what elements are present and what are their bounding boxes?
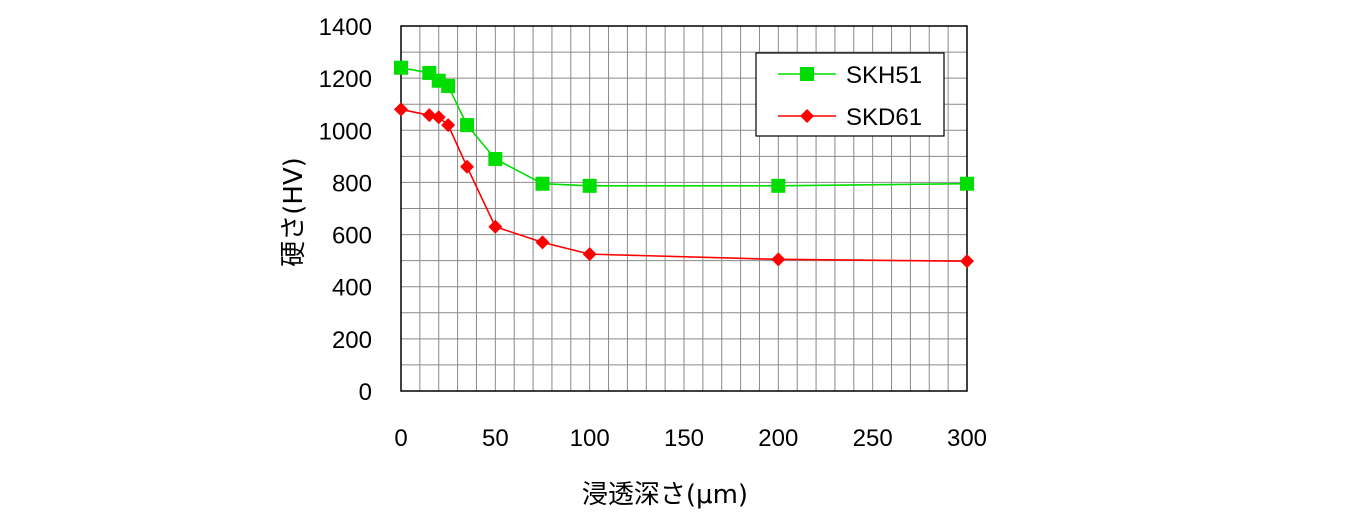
plot-frame: [400, 25, 968, 392]
data-point-diamond: [488, 219, 503, 234]
data-point-diamond: [394, 102, 408, 117]
y-tick-label: 1200: [319, 66, 372, 93]
data-point-square: [488, 151, 503, 166]
x-tick-label: 50: [482, 425, 509, 452]
data-point-square: [460, 118, 475, 133]
legend-label: SKH51: [846, 62, 922, 89]
data-point-diamond: [422, 108, 437, 123]
data-point-diamond: [431, 110, 446, 125]
data-point-diamond: [800, 109, 814, 123]
x-tick-label: 250: [853, 425, 893, 452]
data-point-diamond: [441, 118, 456, 133]
series-layer: [394, 60, 974, 269]
legend: SKH51 SKD61: [755, 52, 945, 137]
legend-item-skh51: SKH51: [778, 62, 922, 89]
legend-box: [755, 52, 945, 137]
data-point-square: [582, 178, 597, 193]
y-tick-label: 800: [332, 170, 372, 197]
data-point-diamond: [960, 254, 974, 269]
data-point-square: [960, 176, 974, 191]
data-point-diamond: [460, 159, 475, 174]
series-skh51: [394, 60, 974, 193]
y-tick-label: 400: [332, 275, 372, 302]
data-point-square: [535, 176, 550, 191]
data-point-diamond: [535, 235, 550, 250]
x-tick-label: 0: [394, 425, 407, 452]
data-point-square: [394, 60, 408, 75]
y-tick-label: 1400: [319, 14, 372, 41]
data-point-diamond: [582, 247, 597, 262]
y-axis-label: 硬さ(HV): [279, 157, 309, 267]
legend-label: SKD61: [846, 104, 922, 131]
y-tick-label: 600: [332, 223, 372, 250]
legend-item-skd61: SKD61: [778, 104, 922, 131]
series-skd61: [394, 102, 974, 269]
data-point-diamond: [771, 252, 786, 267]
x-axis-label: 浸透深さ(μm): [582, 480, 748, 510]
tick-labels: 0 200 400 600 800 1000 1200 1400 0 50 100 150 200 250…: [319, 14, 987, 452]
x-tick-label: 300: [947, 425, 987, 452]
y-tick-label: 0: [359, 379, 372, 406]
y-tick-label: 200: [332, 327, 372, 354]
data-point-square: [771, 178, 786, 193]
x-tick-label: 100: [570, 425, 610, 452]
data-point-square: [441, 78, 456, 93]
data-point-square: [800, 67, 814, 81]
x-tick-label: 200: [758, 425, 798, 452]
y-tick-label: 1000: [319, 118, 372, 145]
x-tick-label: 150: [664, 425, 704, 452]
